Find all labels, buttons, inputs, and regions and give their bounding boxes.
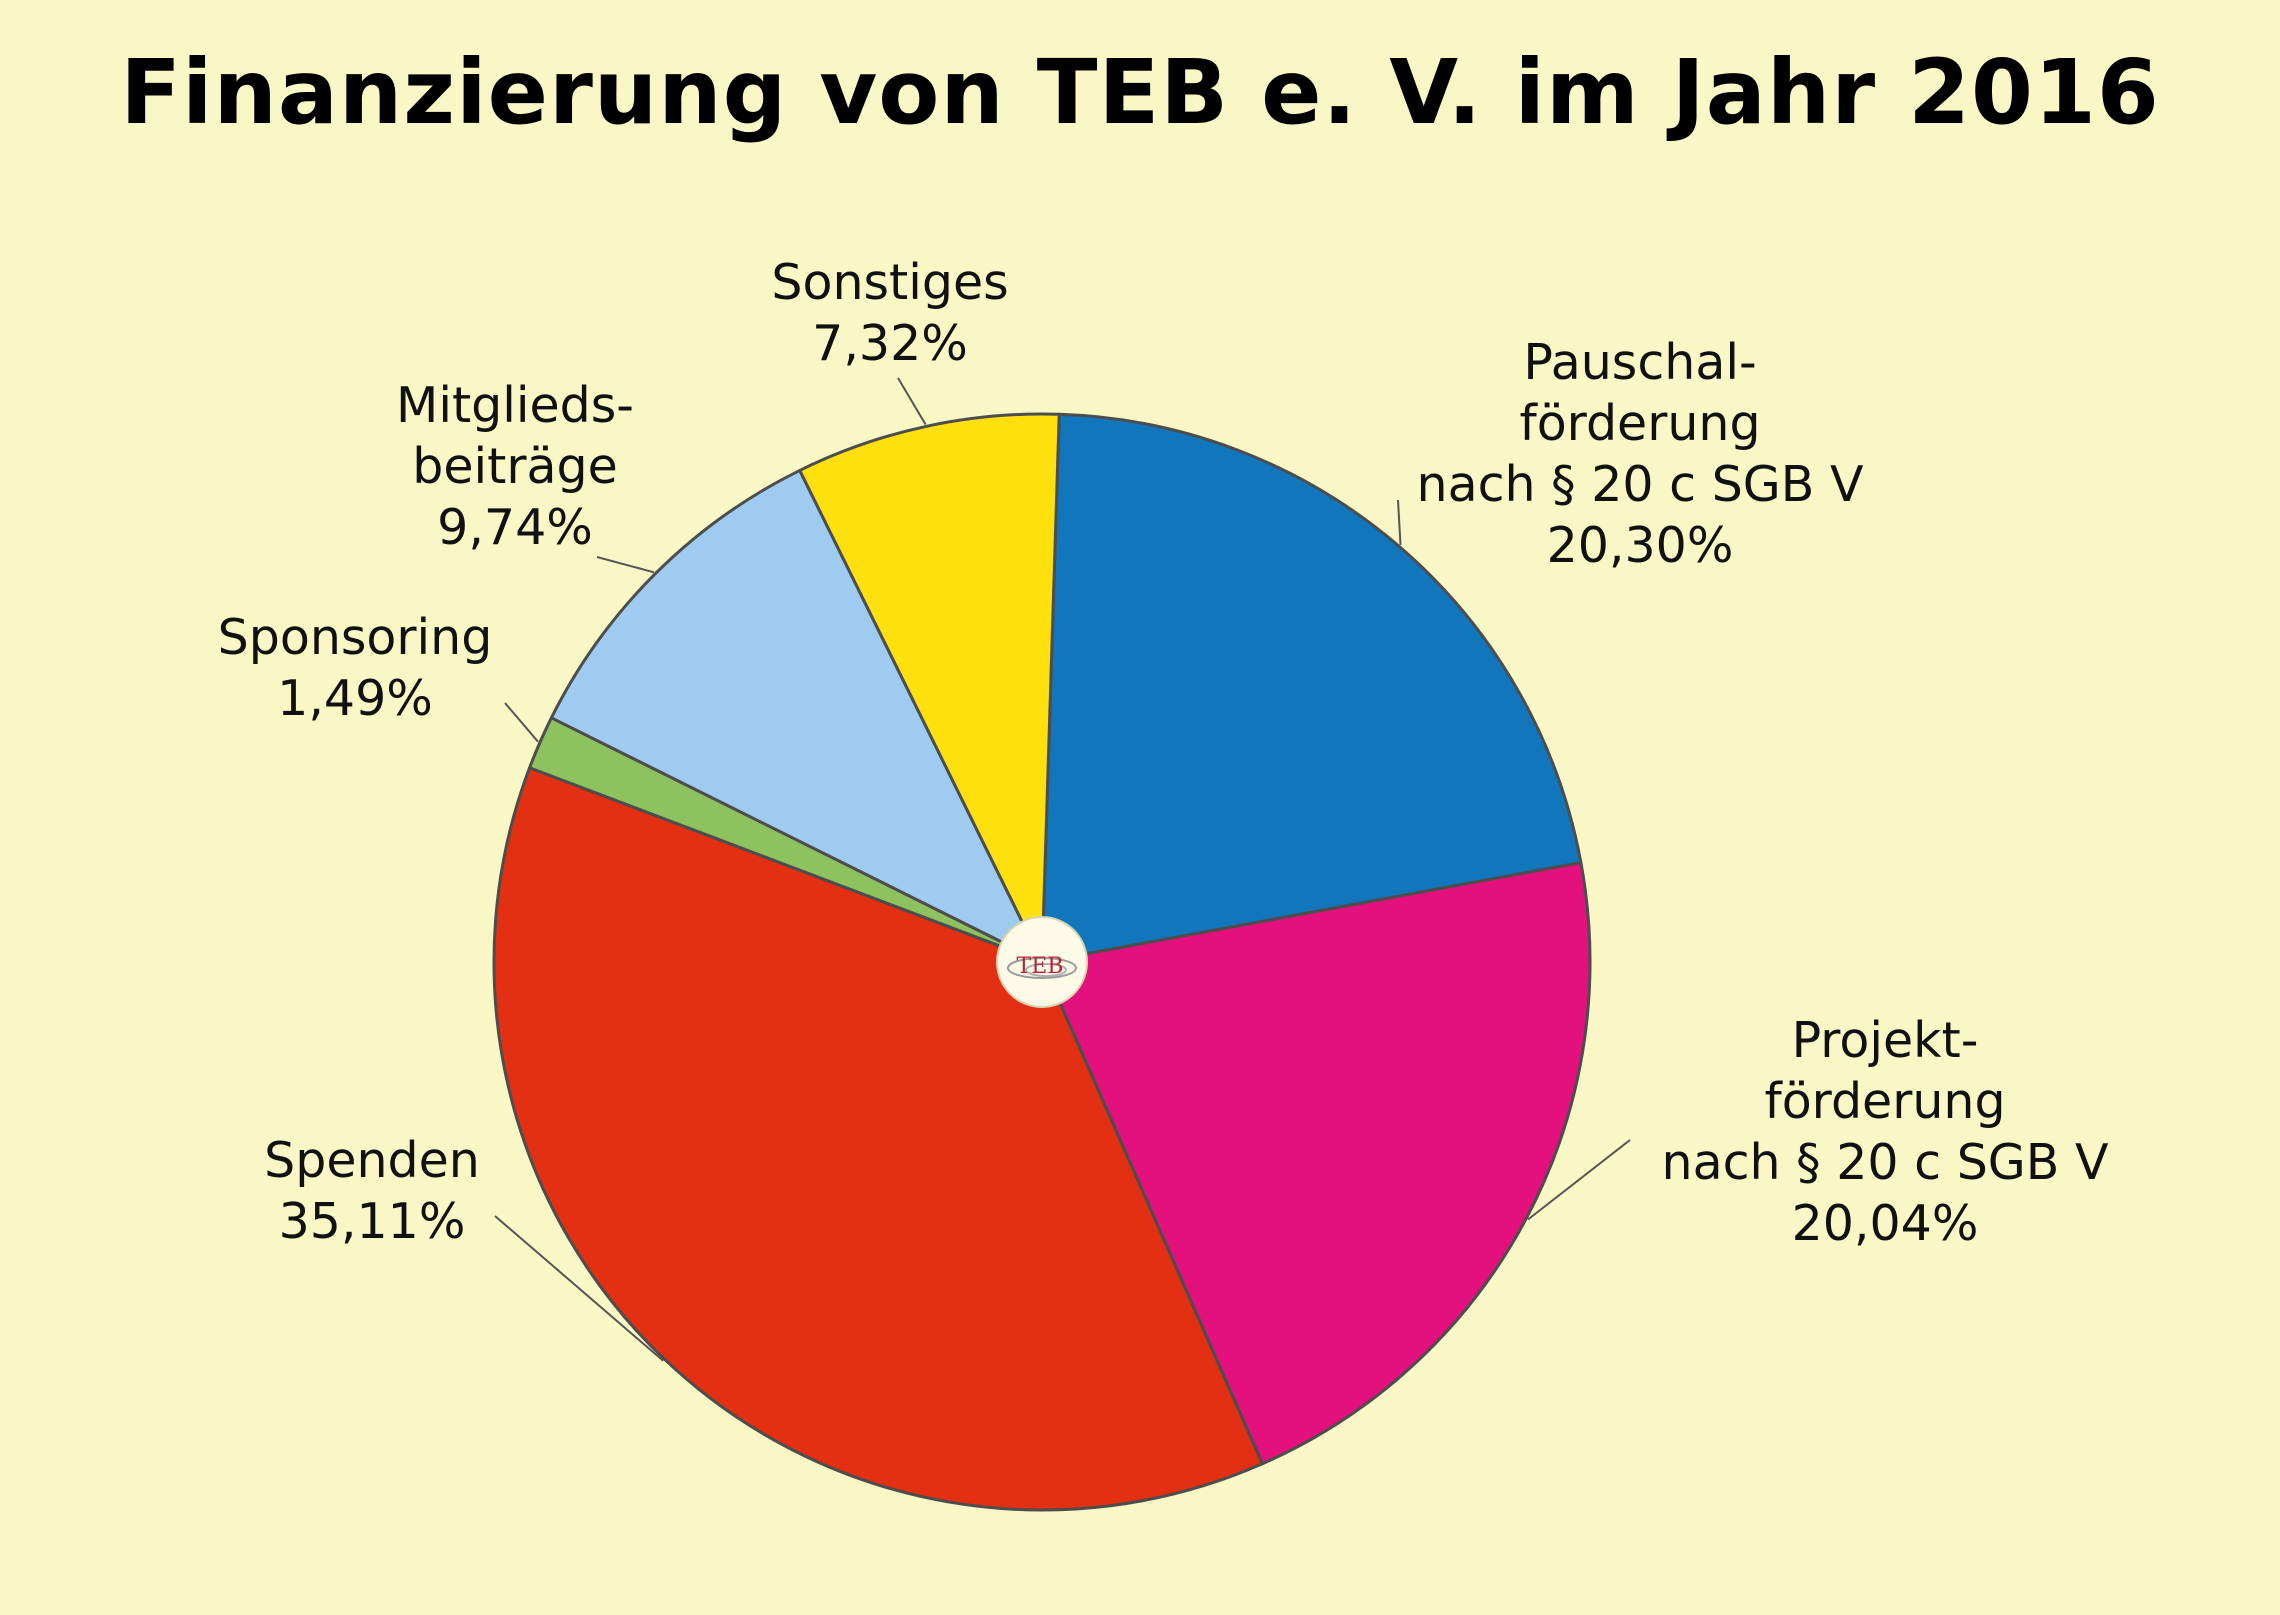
chart-title: Finanzierung von TEB e. V. im Jahr 2016: [120, 40, 2160, 144]
leader-sonstiges: [897, 377, 927, 426]
leader-sponsoring: [504, 702, 539, 743]
label-projekt: Projekt- förderung nach § 20 c SGB V 20,…: [1661, 1012, 2109, 1252]
pie-slices: [492, 412, 1592, 1512]
label-mitglieds: Mitglieds- beiträge 9,74%: [396, 377, 634, 556]
label-pauschal: Pauschal- förderung nach § 20 c SGB V 20…: [1416, 334, 1864, 574]
label-sponsoring: Sponsoring 1,49%: [217, 609, 493, 727]
teb-logo: TEB: [996, 916, 1088, 1008]
leader-lines: [494, 377, 1631, 1362]
slice-mitglieds: [549, 468, 1044, 964]
leader-pauschal: [1397, 499, 1402, 545]
leader-projekt: [1527, 1139, 1631, 1221]
leader-spenden: [494, 1215, 664, 1362]
logo-text: TEB: [1017, 954, 1064, 979]
label-sonstiges: Sonstiges 7,32%: [771, 254, 1009, 372]
slice-projekt: [1040, 861, 1592, 1466]
slice-spenden: [492, 766, 1264, 1512]
slice-sonstiges: [798, 412, 1061, 964]
label-spenden: Spenden 35,11%: [264, 1132, 480, 1250]
leader-mitglieds: [596, 556, 655, 574]
slice-pauschal: [1040, 412, 1583, 964]
